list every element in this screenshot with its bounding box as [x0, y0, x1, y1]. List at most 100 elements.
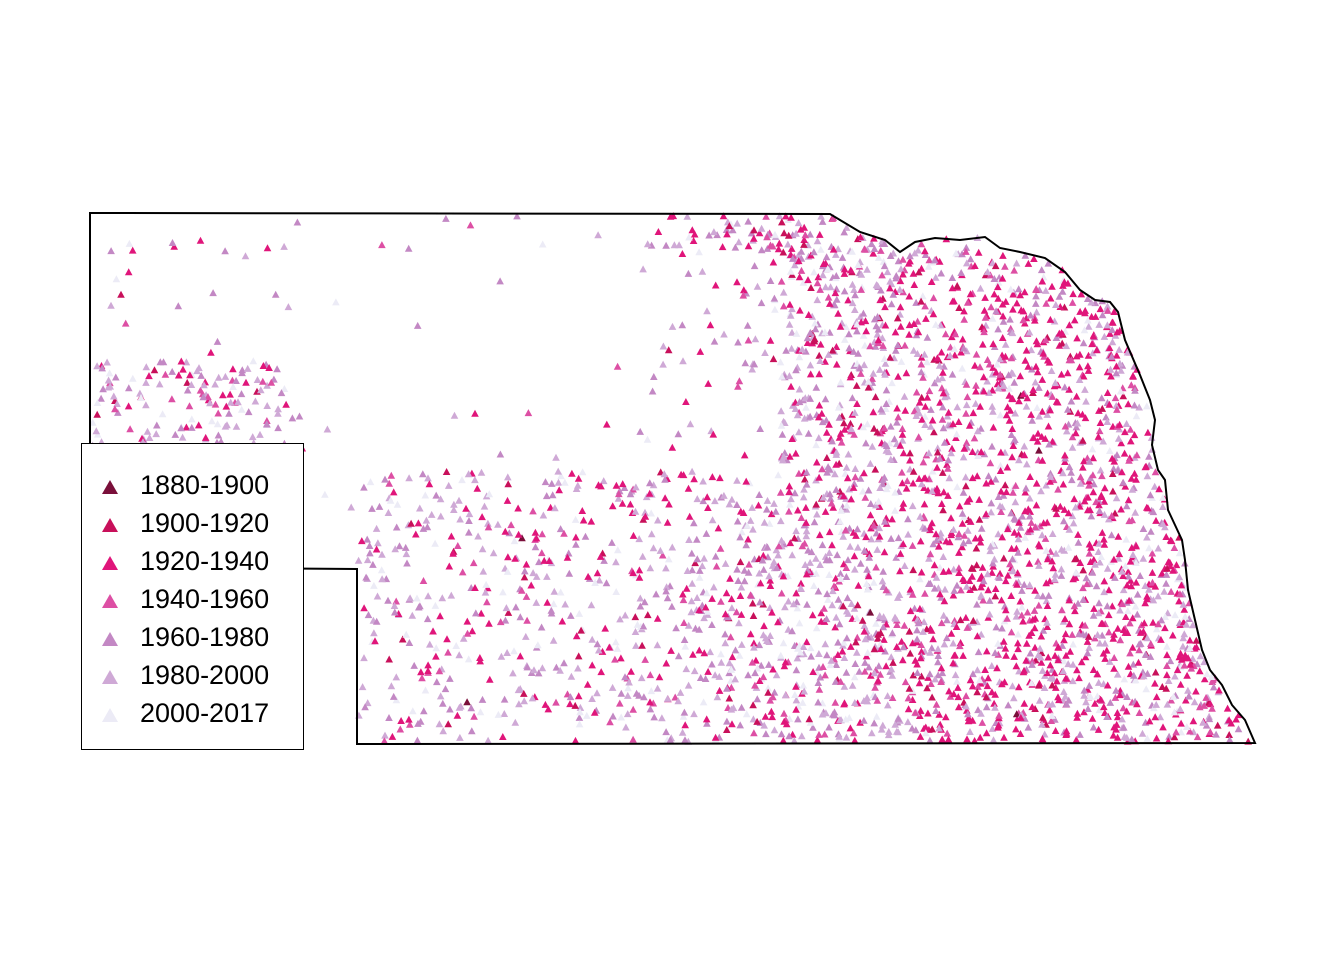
well-marker [620, 484, 629, 491]
well-marker [1106, 657, 1114, 665]
well-marker [695, 646, 704, 654]
well-marker [643, 240, 652, 248]
well-marker [574, 664, 582, 672]
well-marker [906, 456, 914, 464]
well-marker [104, 376, 113, 384]
well-marker [387, 471, 396, 479]
well-marker [944, 735, 953, 743]
well-marker [1181, 612, 1189, 620]
well-marker [1095, 706, 1104, 714]
well-marker [1110, 654, 1118, 661]
well-marker [1046, 294, 1055, 302]
well-marker [770, 294, 779, 302]
well-marker [1130, 469, 1139, 477]
well-marker [723, 684, 731, 692]
well-marker [1021, 533, 1029, 541]
well-marker [767, 510, 776, 518]
well-marker [182, 423, 191, 431]
well-marker [681, 642, 690, 650]
well-marker [93, 399, 102, 406]
well-marker [847, 266, 855, 274]
well-marker [973, 666, 982, 674]
well-marker [996, 370, 1004, 378]
well-marker [427, 510, 436, 518]
well-marker [1076, 473, 1085, 481]
well-marker [814, 698, 822, 706]
well-marker [875, 662, 883, 670]
well-marker [1043, 618, 1051, 626]
well-marker [552, 663, 561, 671]
well-marker [712, 562, 721, 570]
well-marker [686, 420, 695, 428]
well-marker [977, 572, 986, 580]
well-marker [1098, 404, 1107, 412]
well-marker [815, 685, 824, 693]
well-marker [681, 736, 689, 744]
well-marker [1022, 484, 1030, 492]
well-marker [1074, 538, 1083, 546]
well-marker [744, 242, 753, 250]
well-marker [746, 591, 755, 599]
well-marker [700, 649, 709, 657]
well-marker [538, 240, 547, 248]
well-marker [1023, 639, 1031, 647]
well-marker [1089, 666, 1098, 673]
well-marker [786, 311, 795, 319]
well-marker [877, 286, 885, 294]
well-marker [626, 490, 635, 498]
well-marker [126, 425, 134, 433]
well-marker [1158, 683, 1167, 690]
well-marker [867, 535, 876, 543]
well-marker [974, 248, 983, 256]
well-marker [975, 676, 984, 684]
well-marker [983, 682, 992, 690]
well-marker [1051, 727, 1060, 734]
well-marker [1019, 617, 1027, 625]
well-marker [790, 534, 799, 542]
well-marker [940, 640, 949, 648]
well-marker [870, 669, 879, 677]
well-marker [1034, 429, 1042, 437]
well-marker [1131, 508, 1140, 516]
well-marker [522, 592, 531, 600]
well-marker [715, 686, 724, 694]
well-marker [646, 671, 655, 679]
well-marker [793, 411, 802, 419]
well-marker [884, 481, 892, 489]
well-marker [945, 474, 954, 482]
well-marker [688, 549, 696, 557]
well-marker [994, 278, 1003, 286]
well-marker [1088, 445, 1097, 453]
well-marker [373, 592, 382, 600]
well-marker [717, 650, 725, 658]
well-marker [1156, 713, 1165, 721]
well-marker [976, 538, 985, 546]
well-marker [988, 259, 997, 267]
well-marker [1112, 362, 1121, 370]
well-marker [1031, 586, 1039, 594]
well-marker [463, 629, 472, 637]
well-marker [786, 539, 795, 547]
well-marker [366, 478, 375, 486]
well-marker [726, 633, 735, 641]
well-marker [1176, 680, 1185, 688]
well-marker [935, 710, 943, 718]
well-marker [831, 574, 840, 582]
well-marker [936, 563, 944, 571]
well-marker [112, 373, 120, 381]
well-marker [964, 526, 972, 534]
well-marker [155, 380, 164, 388]
well-marker [790, 737, 799, 744]
well-marker [953, 282, 961, 289]
well-marker [987, 499, 996, 507]
well-marker [810, 248, 818, 256]
well-marker [868, 442, 877, 450]
well-marker [970, 434, 979, 442]
well-marker [1052, 504, 1060, 512]
well-marker [1009, 290, 1017, 298]
well-marker [1172, 561, 1181, 569]
well-marker [896, 277, 905, 285]
well-marker [110, 392, 118, 400]
well-marker [1155, 485, 1163, 493]
well-marker [734, 577, 742, 584]
